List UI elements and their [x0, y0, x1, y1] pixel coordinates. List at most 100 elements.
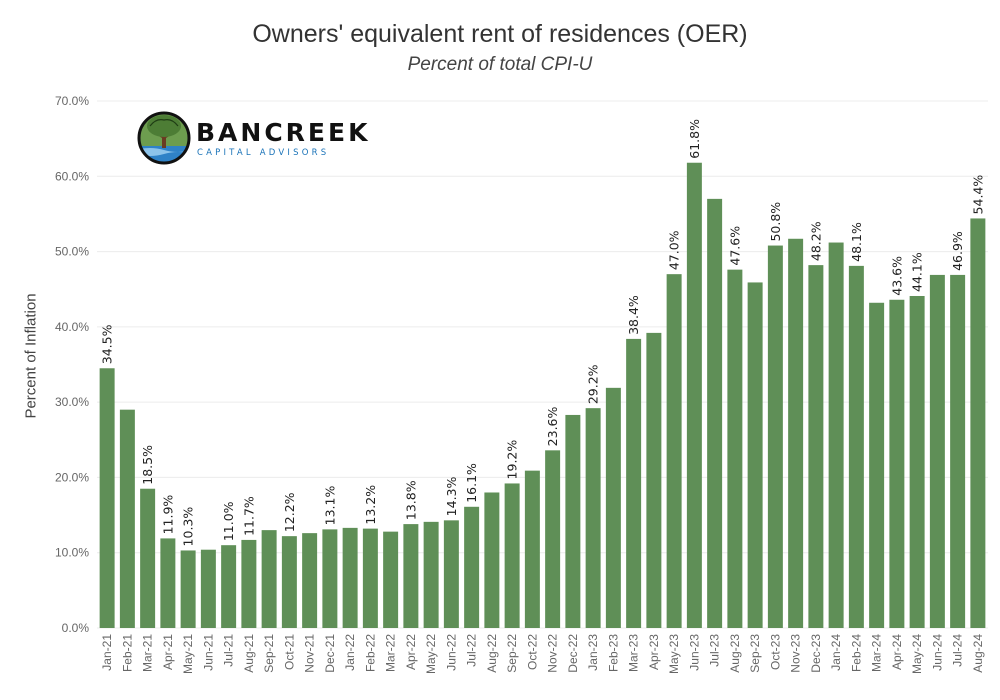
- bar-May-24: [909, 295, 925, 628]
- x-tick-label-Aug-22: Aug-22: [485, 634, 499, 673]
- x-tick-label-Aug-23: Aug-23: [728, 634, 742, 673]
- data-label-Oct-23: 50.8%: [768, 202, 783, 242]
- bar-Jun-24: [929, 274, 945, 628]
- bar-May-21: [180, 550, 196, 628]
- data-label-Jan-21: 34.5%: [100, 324, 115, 364]
- data-label-May-23: 47.0%: [667, 230, 682, 270]
- chart-subtitle: Percent of total CPI-U: [407, 54, 593, 75]
- x-tick-label-Jul-23: Jul-23: [708, 634, 722, 667]
- data-label-May-21: 10.3%: [181, 507, 196, 547]
- data-label-Apr-24: 43.6%: [889, 256, 904, 296]
- data-label-Aug-21: 11.7%: [241, 496, 256, 536]
- bar-Jun-23: [686, 162, 702, 628]
- bar-Feb-23: [605, 387, 621, 628]
- bar-Mar-22: [383, 531, 399, 628]
- x-tick-label-Jul-21: Jul-21: [222, 634, 236, 667]
- bar-Feb-22: [362, 528, 378, 628]
- x-tick-label-Mar-22: Mar-22: [384, 634, 398, 672]
- bar-Dec-23: [808, 265, 824, 628]
- x-tick-label-Feb-22: Feb-22: [363, 634, 377, 672]
- bars: [99, 162, 986, 628]
- data-label-May-24: 44.1%: [910, 252, 925, 292]
- bancreek-logo: BANCREEK CAPITAL ADVISORS: [136, 110, 367, 166]
- x-tick-label-Oct-23: Oct-23: [768, 634, 782, 670]
- bar-Feb-24: [848, 265, 864, 628]
- bar-Aug-21: [241, 539, 257, 628]
- logo-wordmark: BANCREEK: [196, 118, 371, 147]
- data-label-Feb-24: 48.1%: [849, 222, 864, 262]
- x-tick-label-Apr-23: Apr-23: [647, 634, 661, 670]
- x-tick-label-May-23: May-23: [667, 634, 681, 674]
- logo-tagline: CAPITAL ADVISORS: [197, 148, 330, 158]
- data-label-Oct-21: 12.2%: [282, 492, 297, 532]
- x-tick-label-Sep-23: Sep-23: [748, 634, 762, 673]
- y-tick-label: 40.0%: [55, 320, 89, 334]
- x-tick-label-Apr-22: Apr-22: [404, 634, 418, 670]
- bar-Oct-22: [524, 470, 540, 628]
- x-tick-label-Dec-23: Dec-23: [809, 634, 823, 673]
- x-tick-label-May-22: May-22: [424, 634, 438, 674]
- x-tick-label-Dec-21: Dec-21: [323, 634, 337, 673]
- bar-Mar-21: [140, 488, 156, 628]
- data-label-Feb-22: 13.2%: [363, 485, 378, 525]
- x-tick-label-Apr-24: Apr-24: [890, 634, 904, 670]
- bar-Jul-24: [950, 274, 966, 628]
- bar-Jan-22: [342, 527, 358, 628]
- data-label-Apr-21: 11.9%: [160, 495, 175, 535]
- data-label-Nov-22: 23.6%: [545, 406, 560, 446]
- x-tick-label-Sep-22: Sep-22: [505, 634, 519, 673]
- x-tick-label-May-21: May-21: [181, 634, 195, 674]
- bar-May-23: [666, 274, 682, 628]
- x-tick-label-Oct-21: Oct-21: [282, 634, 296, 670]
- x-tick-label-Jan-23: Jan-23: [586, 634, 600, 671]
- data-label-Jul-22: 16.1%: [464, 463, 479, 503]
- tree-emblem-icon: [137, 111, 191, 165]
- x-tick-label-May-24: May-24: [910, 634, 924, 674]
- x-tick-label-Aug-21: Aug-21: [242, 634, 256, 673]
- data-label-Mar-23: 38.4%: [626, 295, 641, 335]
- x-tick-label-Nov-22: Nov-22: [546, 634, 560, 673]
- chart-title: Owners' equivalent rent of residences (O…: [252, 20, 748, 48]
- y-tick-labels: 0.0% 10.0% 20.0% 30.0% 40.0% 50.0% 60.0% 70.0%: [55, 94, 89, 635]
- bar-Aug-22: [484, 492, 500, 628]
- x-tick-label-Mar-21: Mar-21: [141, 634, 155, 672]
- bar-Apr-23: [646, 332, 662, 628]
- data-label-Jun-22: 14.3%: [444, 477, 459, 517]
- x-tick-label-Jul-22: Jul-22: [465, 634, 479, 667]
- bar-Dec-22: [565, 414, 581, 628]
- y-tick-label: 20.0%: [55, 470, 89, 484]
- bar-Mar-23: [626, 338, 642, 628]
- y-tick-label: 70.0%: [55, 94, 89, 108]
- bar-Jun-21: [200, 549, 216, 628]
- x-tick-label-Jun-21: Jun-21: [201, 634, 215, 671]
- data-label-Aug-23: 47.6%: [727, 226, 742, 266]
- x-tick-label-Jan-24: Jan-24: [829, 634, 843, 671]
- bar-Nov-21: [302, 533, 318, 628]
- y-tick-label: 30.0%: [55, 395, 89, 409]
- bar-Feb-21: [119, 409, 135, 628]
- data-label-Mar-21: 18.5%: [140, 445, 155, 485]
- bar-Aug-24: [970, 218, 986, 628]
- bar-Nov-22: [545, 450, 561, 628]
- x-tick-label-Apr-21: Apr-21: [161, 634, 175, 670]
- data-label-Jul-24: 46.9%: [950, 231, 965, 271]
- x-tick-label-Oct-22: Oct-22: [525, 634, 539, 670]
- x-tick-label-Feb-24: Feb-24: [849, 634, 863, 672]
- x-tick-label-Jun-24: Jun-24: [930, 634, 944, 671]
- data-label-Jan-23: 29.2%: [586, 364, 601, 404]
- data-labels: 34.5% 18.5% 11.9% 10.3% 11.0% 11.7% 12.2% 13.1%…: [100, 119, 986, 547]
- bar-Oct-23: [767, 245, 783, 628]
- bar-Oct-21: [281, 536, 297, 628]
- y-tick-label: 60.0%: [55, 169, 89, 183]
- x-tick-label-Mar-23: Mar-23: [627, 634, 641, 672]
- data-label-Apr-22: 13.8%: [403, 480, 418, 520]
- bar-Dec-21: [322, 529, 338, 628]
- bar-Apr-21: [160, 538, 176, 628]
- y-tick-label: 10.0%: [55, 546, 89, 560]
- bar-Sep-21: [261, 530, 277, 628]
- y-tick-label: 50.0%: [55, 245, 89, 259]
- bar-Mar-24: [869, 302, 885, 628]
- x-tick-label-Mar-24: Mar-24: [870, 634, 884, 672]
- bar-Sep-22: [504, 483, 520, 628]
- y-tick-label: 0.0%: [62, 621, 90, 635]
